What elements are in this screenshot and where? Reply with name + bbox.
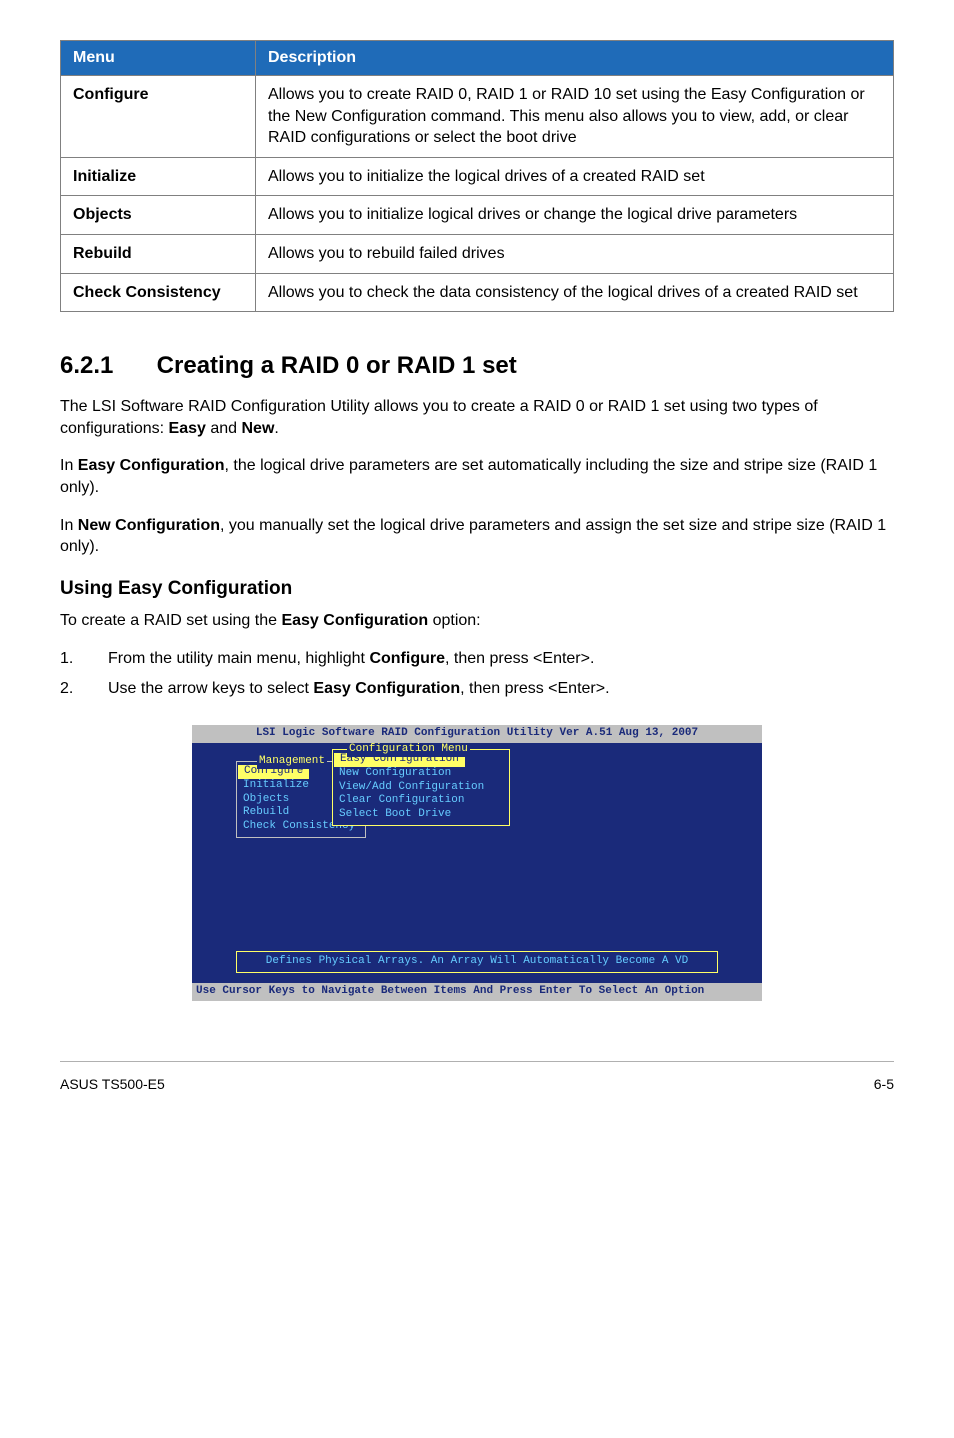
conf-item-clear[interactable]: Clear Configuration xyxy=(333,794,509,808)
footer-left: ASUS TS500-E5 xyxy=(60,1076,165,1092)
section-title: Creating a RAID 0 or RAID 1 set xyxy=(157,352,517,379)
bios-title-bar: LSI Logic Software RAID Configuration Ut… xyxy=(192,725,762,743)
table-row: Rebuild Allows you to rebuild failed dri… xyxy=(61,234,894,273)
row-label: Objects xyxy=(61,196,256,235)
bios-footer-hint: Use Cursor Keys to Navigate Between Item… xyxy=(192,983,762,1001)
row-label: Configure xyxy=(61,76,256,158)
bios-body: Management Configure Initialize Objects … xyxy=(192,743,762,983)
bios-status-line: Defines Physical Arrays. An Array Will A… xyxy=(236,951,718,973)
paragraph-intro: The LSI Software RAID Configuration Util… xyxy=(60,396,894,439)
paragraph-new: In New Configuration, you manually set t… xyxy=(60,515,894,558)
section-number: 6.2.1 xyxy=(60,352,150,380)
row-label: Rebuild xyxy=(61,234,256,273)
table-row: Configure Allows you to create RAID 0, R… xyxy=(61,76,894,158)
conf-item-new[interactable]: New Configuration xyxy=(333,767,509,781)
menu-description-table: Menu Description Configure Allows you to… xyxy=(60,40,894,312)
configuration-label: Configuration Menu xyxy=(347,743,470,757)
table-header-description: Description xyxy=(256,41,894,76)
conf-item-view[interactable]: View/Add Configuration xyxy=(333,781,509,795)
subsection-heading: Using Easy Configuration xyxy=(60,578,894,600)
row-desc: Allows you to rebuild failed drives xyxy=(256,234,894,273)
steps-list: 1. From the utility main menu, highlight… xyxy=(60,647,894,701)
table-row: Objects Allows you to initialize logical… xyxy=(61,196,894,235)
table-header-menu: Menu xyxy=(61,41,256,76)
step-item: 1. From the utility main menu, highlight… xyxy=(60,647,894,671)
row-label: Initialize xyxy=(61,157,256,196)
table-row: Check Consistency Allows you to check th… xyxy=(61,273,894,312)
footer-right: 6-5 xyxy=(874,1076,894,1092)
subsection-intro: To create a RAID set using the Easy Conf… xyxy=(60,610,894,632)
page-footer: ASUS TS500-E5 6-5 xyxy=(60,1061,894,1092)
conf-item-boot[interactable]: Select Boot Drive xyxy=(333,808,509,822)
row-desc: Allows you to initialize the logical dri… xyxy=(256,157,894,196)
row-desc: Allows you to create RAID 0, RAID 1 or R… xyxy=(256,76,894,158)
row-desc: Allows you to initialize logical drives … xyxy=(256,196,894,235)
step-number: 1. xyxy=(60,647,73,671)
step-number: 2. xyxy=(60,677,73,701)
management-label: Management xyxy=(257,755,327,769)
paragraph-easy: In Easy Configuration, the logical drive… xyxy=(60,455,894,498)
step-item: 2. Use the arrow keys to select Easy Con… xyxy=(60,677,894,701)
bios-screenshot: LSI Logic Software RAID Configuration Ut… xyxy=(60,725,894,1001)
row-label: Check Consistency xyxy=(61,273,256,312)
bios-screen: LSI Logic Software RAID Configuration Ut… xyxy=(192,725,762,1001)
section-heading: 6.2.1 Creating a RAID 0 or RAID 1 set xyxy=(60,352,894,380)
row-desc: Allows you to check the data consistency… xyxy=(256,273,894,312)
table-row: Initialize Allows you to initialize the … xyxy=(61,157,894,196)
bios-configuration-menu: Configuration Menu Easy Configuration Ne… xyxy=(332,749,510,826)
